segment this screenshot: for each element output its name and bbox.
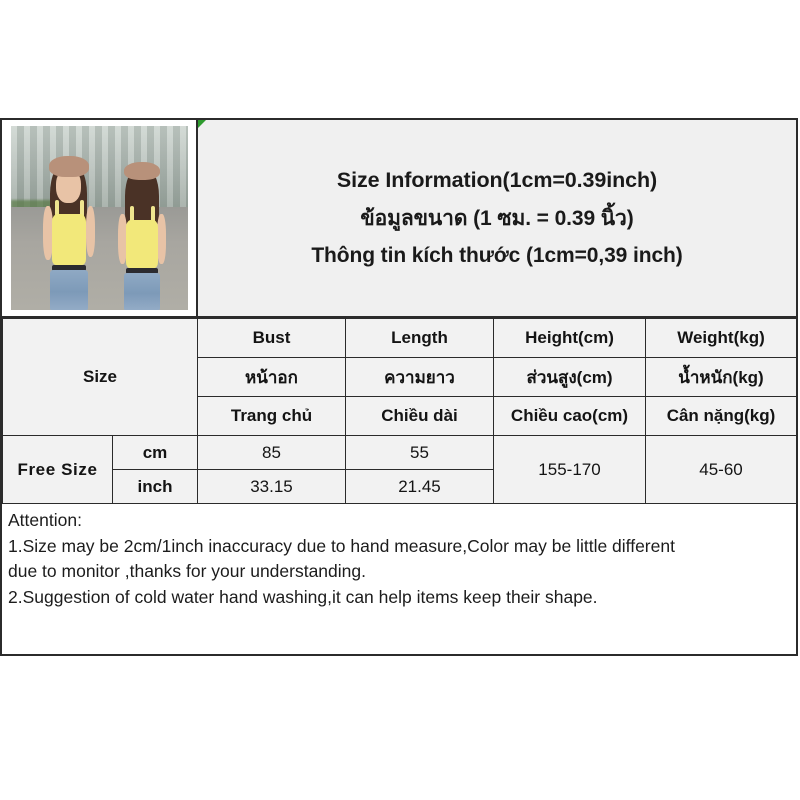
attention-heading: Attention: <box>8 510 82 530</box>
product-photo <box>11 126 188 310</box>
banner: Size Information(1cm=0.39inch) ข้อมูลขนา… <box>2 120 796 318</box>
model-arm-back-left <box>117 214 128 264</box>
attention-block: Attention: 1.Size may be 2cm/1inch inacc… <box>2 504 796 644</box>
model-belt <box>52 264 86 272</box>
photo-model-back <box>107 155 178 310</box>
free-size-label-cell: Free Size <box>2 435 113 504</box>
header-length-th: ความยาว <box>345 357 494 397</box>
value-weight-range: 45-60 <box>645 435 797 504</box>
header-length-en: Length <box>345 318 494 358</box>
header-weight-th: น้ำหนัก(kg) <box>645 357 797 397</box>
unit-inch-cell: inch <box>112 469 198 504</box>
model-strap-back-left <box>129 206 134 225</box>
unit-cm-cell: cm <box>112 435 198 470</box>
value-length-inch: 21.45 <box>345 469 494 504</box>
table-row-header-en: Size Bust Length Height(cm) Weight(kg) <box>2 318 797 436</box>
model-arm-back-right <box>156 214 167 264</box>
header-bust-en: Bust <box>197 318 346 358</box>
table-row-cm: Free Size cm 85 55 155-170 45-60 <box>2 435 797 504</box>
size-table: Size Bust Length Height(cm) Weight(kg) ห… <box>2 318 797 504</box>
value-bust-cm: 85 <box>197 435 346 470</box>
model-belt-back <box>126 268 158 275</box>
value-bust-inch: 33.15 <box>197 469 346 504</box>
table-row-inch: inch 33.15 21.45 <box>3 469 797 504</box>
size-label-cell: Size <box>2 318 198 436</box>
model-strap-back-right <box>151 206 156 225</box>
model-camisole-back <box>126 220 159 269</box>
header-bust-th: หน้าอก <box>197 357 346 397</box>
green-triangle-marker-icon <box>198 120 206 128</box>
model-strap-right <box>79 199 84 221</box>
table-row-header-vi: Trang chủ Chiều dài Chiều cao(cm) Cân nặ… <box>3 396 797 436</box>
header-height-th: ส่วนสูง(cm) <box>493 357 646 397</box>
header-bust-vi: Trang chủ <box>197 396 346 436</box>
model-cap <box>48 156 89 178</box>
product-photo-cell <box>2 120 198 316</box>
value-height-range: 155-170 <box>493 435 646 504</box>
model-cap-back <box>123 161 161 181</box>
model-jeans <box>50 269 88 310</box>
title-line-thai: ข้อมูลขนาด (1 ซม. = 0.39 นิ้ว) <box>360 207 634 230</box>
model-arm-right <box>85 206 96 257</box>
table-row-header-th: หน้าอก ความยาว ส่วนสูง(cm) น้ำหนัก(kg) <box>3 357 797 397</box>
header-weight-vi: Cân nặng(kg) <box>645 396 797 436</box>
title-block: Size Information(1cm=0.39inch) ข้อมูลขนา… <box>198 120 796 316</box>
header-weight-en: Weight(kg) <box>645 318 797 358</box>
title-line-english: Size Information(1cm=0.39inch) <box>336 168 658 192</box>
attention-line-1: 1.Size may be 2cm/1inch inaccuracy due t… <box>8 535 675 556</box>
header-height-vi: Chiều cao(cm) <box>493 396 646 436</box>
title-line-vietnamese: Thông tin kích thước (1cm=0,39 inch) <box>311 244 683 267</box>
photo-model-front <box>32 148 106 310</box>
model-arm-left <box>42 206 54 260</box>
attention-line-2: due to monitor ,thanks for your understa… <box>8 561 366 581</box>
value-length-cm: 55 <box>345 435 494 470</box>
size-chart-sheet: Size Information(1cm=0.39inch) ข้อมูลขนา… <box>0 118 798 656</box>
attention-line-3: 2.Suggestion of cold water hand washing,… <box>8 586 598 607</box>
model-camisole <box>52 214 87 265</box>
header-height-en: Height(cm) <box>493 318 646 358</box>
header-length-vi: Chiều dài <box>345 396 494 436</box>
model-strap-left <box>55 199 60 221</box>
model-jeans-back <box>124 272 160 310</box>
